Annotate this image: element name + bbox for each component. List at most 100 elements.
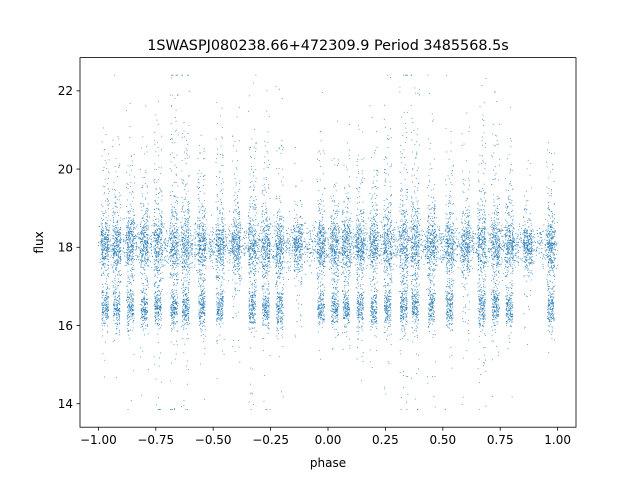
data-point xyxy=(119,282,120,283)
data-point xyxy=(141,222,142,223)
data-point xyxy=(313,225,314,226)
data-point xyxy=(121,274,122,275)
data-point xyxy=(241,278,242,279)
data-point xyxy=(145,197,146,198)
data-point xyxy=(268,245,269,246)
data-point xyxy=(106,294,107,295)
data-point xyxy=(314,260,315,261)
data-point xyxy=(170,251,171,252)
data-point xyxy=(113,341,114,342)
data-point xyxy=(107,252,108,253)
data-point xyxy=(107,331,108,332)
data-point xyxy=(520,234,521,235)
data-point xyxy=(133,295,134,296)
data-point xyxy=(132,161,133,162)
data-point xyxy=(329,248,330,249)
data-point xyxy=(444,251,445,252)
data-point xyxy=(102,290,103,291)
data-point xyxy=(162,272,163,273)
data-point xyxy=(101,224,102,225)
data-point xyxy=(363,246,364,247)
data-point xyxy=(133,229,134,230)
data-point xyxy=(347,248,348,249)
data-point xyxy=(119,240,120,241)
data-point xyxy=(552,217,553,218)
data-point xyxy=(116,238,117,239)
data-point xyxy=(305,241,306,242)
data-point xyxy=(441,242,442,243)
data-point xyxy=(195,237,196,238)
data-point xyxy=(111,265,112,266)
data-point xyxy=(274,230,275,231)
data-point xyxy=(503,250,504,251)
data-point xyxy=(381,251,382,252)
data-point xyxy=(381,255,382,256)
data-point xyxy=(492,245,493,246)
data-point xyxy=(114,189,115,190)
data-point xyxy=(113,320,114,321)
data-point xyxy=(425,247,426,248)
data-point xyxy=(215,234,216,235)
data-point xyxy=(158,254,159,255)
data-point xyxy=(438,252,439,253)
data-point xyxy=(271,246,272,247)
data-point xyxy=(102,319,103,320)
data-point xyxy=(517,244,518,245)
data-point xyxy=(182,259,183,260)
data-point xyxy=(128,314,129,315)
data-point xyxy=(257,263,258,264)
data-point xyxy=(419,238,420,239)
data-point xyxy=(144,246,145,247)
data-point xyxy=(164,251,165,252)
data-point xyxy=(498,277,499,278)
data-point xyxy=(127,316,128,317)
data-point xyxy=(420,219,421,220)
data-point xyxy=(107,274,108,275)
data-point xyxy=(115,227,116,228)
data-point xyxy=(328,239,329,240)
data-point xyxy=(130,227,131,228)
data-point xyxy=(473,233,474,234)
data-point xyxy=(145,289,146,290)
data-point xyxy=(132,246,133,247)
data-point xyxy=(143,329,144,330)
data-point xyxy=(518,238,519,239)
data-point xyxy=(543,268,544,269)
data-point xyxy=(324,243,325,244)
data-point xyxy=(147,325,148,326)
data-point xyxy=(155,232,156,233)
data-point xyxy=(228,234,229,235)
data-point xyxy=(326,253,327,254)
data-point xyxy=(127,244,128,245)
data-point xyxy=(114,262,115,263)
data-point xyxy=(499,264,500,265)
data-point xyxy=(335,268,336,269)
data-point xyxy=(143,230,144,231)
data-point xyxy=(483,226,484,227)
data-point xyxy=(115,240,116,241)
data-point xyxy=(161,247,162,248)
data-point xyxy=(128,247,129,248)
data-point xyxy=(514,260,515,261)
data-point xyxy=(206,239,207,240)
data-point xyxy=(114,255,115,256)
data-point xyxy=(145,226,146,227)
data-point xyxy=(143,246,144,247)
data-point xyxy=(109,203,110,204)
data-point xyxy=(316,268,317,269)
data-point xyxy=(113,250,114,251)
data-point xyxy=(471,228,472,229)
data-point xyxy=(429,235,430,236)
data-point xyxy=(351,256,352,257)
data-point xyxy=(165,265,166,266)
data-point xyxy=(103,233,104,234)
data-point xyxy=(129,231,130,232)
data-point xyxy=(292,256,293,257)
data-point xyxy=(143,307,144,308)
data-point xyxy=(113,222,114,223)
data-point xyxy=(106,232,107,233)
data-point xyxy=(458,268,459,269)
data-point xyxy=(494,228,495,229)
data-point xyxy=(525,228,526,229)
data-point xyxy=(393,242,394,243)
